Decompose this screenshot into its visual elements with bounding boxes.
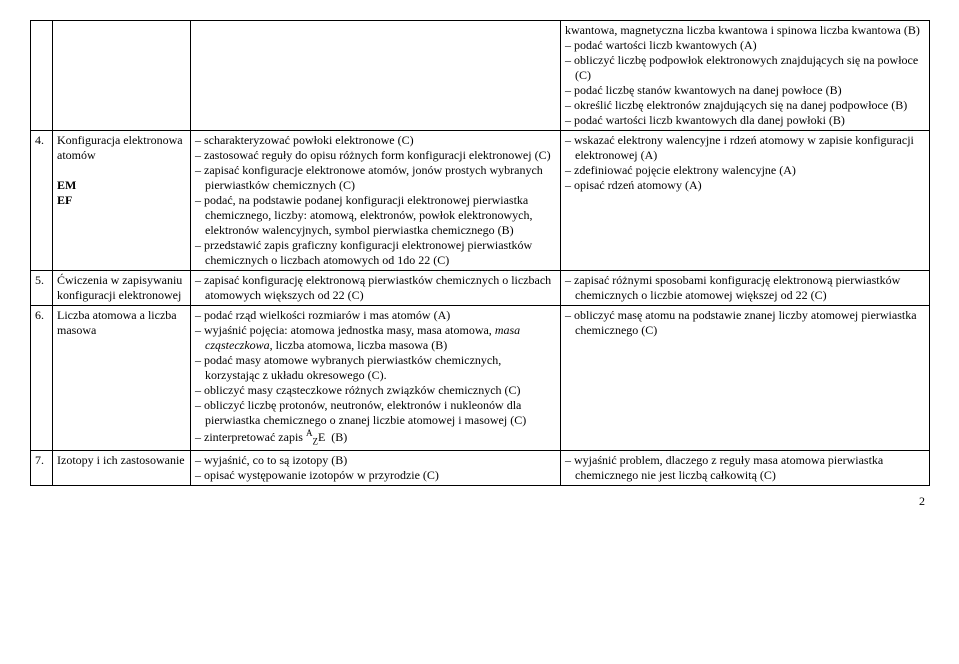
- list-item: kwantowa, magnetyczna liczba kwantowa i …: [565, 23, 925, 38]
- list-item: obliczyć liczbę protonów, neutronów, ele…: [195, 398, 556, 428]
- page-number: 2: [30, 494, 929, 509]
- list-item: wskazać elektrony walencyjne i rdzeń ato…: [565, 133, 925, 163]
- row-number: 6.: [31, 306, 53, 451]
- list-item: obliczyć liczbę podpowłok elektronowych …: [565, 53, 925, 83]
- list-item: podać rząd wielkości rozmiarów i mas ato…: [195, 308, 556, 323]
- row-basic-skills: scharakteryzować powłoki elektronowe (C)…: [191, 131, 561, 271]
- list-item: podać masy atomowe wybranych pierwiastkó…: [195, 353, 556, 383]
- row-number: 4.: [31, 131, 53, 271]
- list-item: scharakteryzować powłoki elektronowe (C): [195, 133, 556, 148]
- row-extended-skills: wyjaśnić problem, dlaczego z reguły masa…: [561, 450, 930, 485]
- table-row: 5.Ćwiczenia w zapisywaniu konfiguracji e…: [31, 271, 930, 306]
- list-item: opisać rdzeń atomowy (A): [565, 178, 925, 193]
- list-item: obliczyć masy cząsteczkowe różnych związ…: [195, 383, 556, 398]
- list-item: zapisać konfigurację elektronową pierwia…: [195, 273, 556, 303]
- list-item: podać wartości liczb kwantowych dla dane…: [565, 113, 925, 128]
- list-item: zastosować reguły do opisu różnych form …: [195, 148, 556, 163]
- list-item: zapisać różnymi sposobami konfigurację e…: [565, 273, 925, 303]
- row-topic: Izotopy i ich zastosowanie: [53, 450, 191, 485]
- row-basic-skills: [191, 21, 561, 131]
- table-row: kwantowa, magnetyczna liczba kwantowa i …: [31, 21, 930, 131]
- list-item: wyjaśnić, co to są izotopy (B): [195, 453, 556, 468]
- row-number: 7.: [31, 450, 53, 485]
- list-item: zdefiniować pojęcie elektrony walencyjne…: [565, 163, 925, 178]
- list-item: podać, na podstawie podanej konfiguracji…: [195, 193, 556, 238]
- list-item: wyjaśnić pojęcia: atomowa jednostka masy…: [195, 323, 556, 353]
- row-topic: Ćwiczenia w zapisywaniu konfiguracji ele…: [53, 271, 191, 306]
- list-item: zapisać konfiguracje elektronowe atomów,…: [195, 163, 556, 193]
- list-item: określić liczbę elektronów znajdujących …: [565, 98, 925, 113]
- row-number: 5.: [31, 271, 53, 306]
- row-basic-skills: podać rząd wielkości rozmiarów i mas ato…: [191, 306, 561, 451]
- row-topic: Liczba atomowa a liczba masowa: [53, 306, 191, 451]
- table-row: 7.Izotopy i ich zastosowaniewyjaśnić, co…: [31, 450, 930, 485]
- list-item: zinterpretować zapis AZE (B): [195, 428, 556, 448]
- table-row: 4.Konfiguracja elektronowa atomówEMEFsch…: [31, 131, 930, 271]
- row-extended-skills: obliczyć masę atomu na podstawie znanej …: [561, 306, 930, 451]
- list-item: podać liczbę stanów kwantowych na danej …: [565, 83, 925, 98]
- row-extended-skills: zapisać różnymi sposobami konfigurację e…: [561, 271, 930, 306]
- table-row: 6.Liczba atomowa a liczba masowa podać rz…: [31, 306, 930, 451]
- list-item: opisać występowanie izotopów w przyrodzi…: [195, 468, 556, 483]
- row-topic: Konfiguracja elektronowa atomówEMEF: [53, 131, 191, 271]
- row-number: [31, 21, 53, 131]
- list-item: obliczyć masę atomu na podstawie znanej …: [565, 308, 925, 338]
- list-item: podać wartości liczb kwantowych (A): [565, 38, 925, 53]
- list-item: przedstawić zapis graficzny konfiguracji…: [195, 238, 556, 268]
- row-extended-skills: kwantowa, magnetyczna liczba kwantowa i …: [561, 21, 930, 131]
- curriculum-table: kwantowa, magnetyczna liczba kwantowa i …: [30, 20, 930, 486]
- list-item: wyjaśnić problem, dlaczego z reguły masa…: [565, 453, 925, 483]
- row-topic: [53, 21, 191, 131]
- row-extended-skills: wskazać elektrony walencyjne i rdzeń ato…: [561, 131, 930, 271]
- row-basic-skills: wyjaśnić, co to są izotopy (B)opisać wys…: [191, 450, 561, 485]
- row-basic-skills: zapisać konfigurację elektronową pierwia…: [191, 271, 561, 306]
